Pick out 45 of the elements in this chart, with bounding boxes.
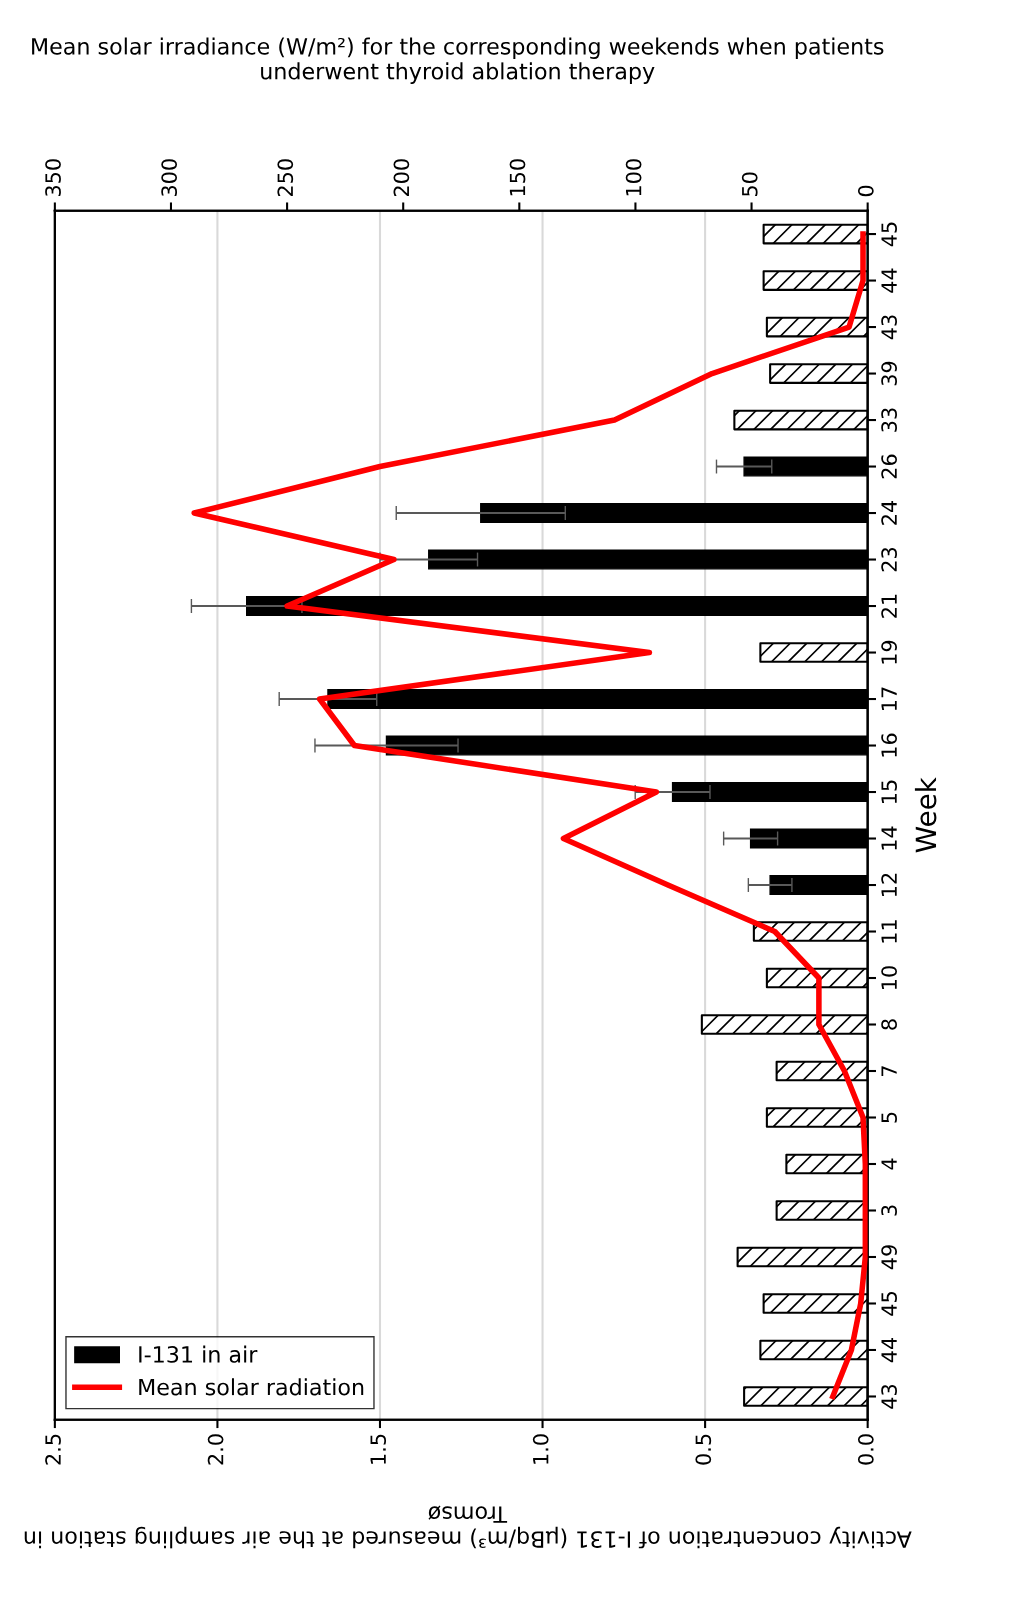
y-tick-label: 19: [881, 640, 897, 664]
x-tick-label: 0.0: [857, 1434, 874, 1465]
x2-tick-label: 50: [741, 172, 758, 196]
x-tick-label: 2.0: [207, 1434, 224, 1465]
y-tick-label: 21: [881, 594, 897, 618]
x2-tick-label: 150: [509, 159, 526, 196]
y-tick-label: 3: [881, 1205, 897, 1216]
x-axis-title: Activity concentration of I-131 (µBq/m³) measured at the air sampling station in Tromsø: [24, 1505, 912, 1549]
x2-tick-label: 100: [625, 159, 642, 196]
y-tick-label: 8: [881, 1019, 897, 1030]
y-tick-label: 44: [881, 1337, 897, 1363]
legend-label: Mean solar radiation: [139, 1378, 364, 1396]
y-tick-label: 5: [881, 1112, 897, 1123]
y-tick-label: 44: [881, 268, 897, 293]
x-tick-label: 1.5: [370, 1434, 387, 1464]
y-tick-label: 10: [881, 966, 897, 989]
x2-tick-label: 350: [45, 159, 61, 197]
y-tick-label: 43: [881, 315, 897, 340]
x-tick-label: 0.5: [695, 1434, 712, 1465]
y-tick-label: 12: [881, 873, 897, 896]
x2-tick-label: 300: [161, 159, 178, 197]
y-tick-label: 23: [881, 547, 897, 572]
y-tick-label: 39: [881, 361, 897, 386]
y-tick-label: 4: [881, 1158, 897, 1170]
y-axis-title: Week: [914, 777, 937, 853]
x-tick-label: 1.0: [532, 1434, 549, 1464]
y-tick-label: 15: [881, 780, 897, 803]
y-tick-label: 45: [881, 222, 897, 247]
y-tick-label: 7: [881, 1066, 897, 1076]
y-tick-label: 49: [881, 1245, 897, 1270]
legend-label: I-131 in air: [139, 1345, 258, 1363]
y-tick-label: 17: [881, 687, 897, 710]
y-tick-label: 14: [881, 826, 897, 850]
y-tick-label: 43: [881, 1384, 897, 1409]
x2-tick-label: 250: [277, 159, 294, 197]
x2-axis-title: Mean solar irradiance (W/m²) for the corresponding weekends when patients underwent thyroid ablation therapy: [32, 37, 884, 84]
y-tick-label: 24: [881, 500, 897, 525]
x2-tick-label: 200: [393, 159, 410, 197]
x-tick-label: 2.5: [45, 1434, 61, 1465]
x2-tick-label: 0: [857, 185, 874, 197]
y-tick-label: 26: [881, 454, 897, 479]
y-tick-label: 11: [881, 920, 897, 943]
y-tick-label: 45: [881, 1292, 897, 1316]
y-tick-label: 33: [881, 408, 897, 432]
y-tick-label: 16: [881, 733, 897, 757]
